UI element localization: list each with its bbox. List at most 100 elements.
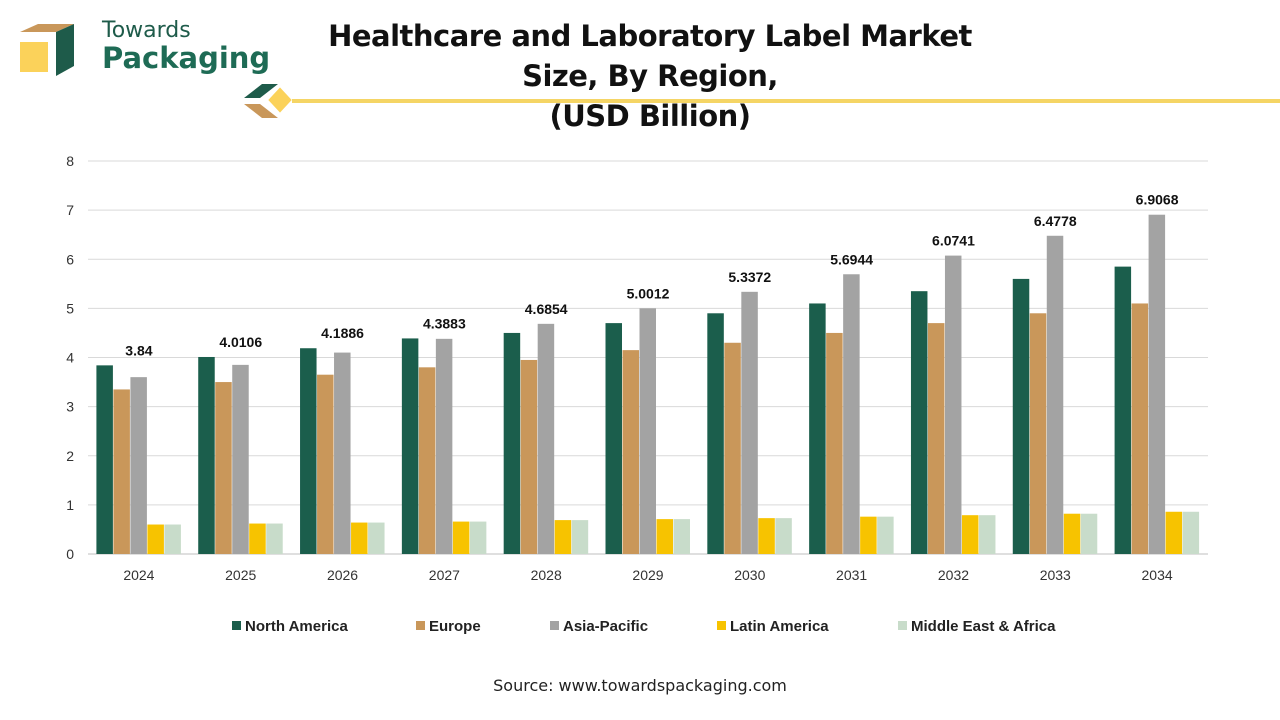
y-tick-label: 2 xyxy=(66,448,74,464)
decorative-divider xyxy=(244,84,1280,118)
bar xyxy=(435,338,453,554)
bar xyxy=(673,519,690,554)
bar xyxy=(622,350,639,554)
x-tick-label: 2024 xyxy=(123,567,154,583)
x-tick-label: 2025 xyxy=(225,567,256,583)
bar xyxy=(860,516,877,554)
bar xyxy=(1182,511,1200,554)
bar xyxy=(130,377,147,554)
source-note: Source: www.towardspackaging.com xyxy=(493,676,787,695)
x-tick-label: 2028 xyxy=(531,567,562,583)
y-tick-label: 0 xyxy=(66,546,74,562)
bar xyxy=(401,338,419,554)
bar xyxy=(215,382,232,554)
bar xyxy=(1029,313,1047,554)
chart-title-line2: (USD Billion) xyxy=(549,99,751,133)
brand-name-line2: Packaging xyxy=(102,41,271,75)
data-label: 4.0106 xyxy=(219,334,262,350)
bar xyxy=(164,524,181,554)
bar xyxy=(232,364,249,554)
bar xyxy=(452,521,470,554)
bar xyxy=(758,518,775,554)
bar xyxy=(1165,511,1183,554)
bar xyxy=(249,523,266,554)
bar xyxy=(639,308,656,554)
divider-diamond-yellow xyxy=(265,84,295,116)
bar xyxy=(266,523,283,554)
bar xyxy=(113,389,130,554)
bar xyxy=(317,374,334,554)
x-tick-label: 2029 xyxy=(632,567,663,583)
bar xyxy=(877,516,894,554)
brand-name-line1: Towards xyxy=(102,18,191,43)
divider-diamond-tan xyxy=(244,104,278,118)
x-tick-label: 2030 xyxy=(734,567,765,583)
data-label: 4.3883 xyxy=(423,315,466,331)
bar xyxy=(741,291,758,554)
legend-label: Asia-Pacific xyxy=(563,618,648,635)
data-label: 4.1886 xyxy=(321,325,364,341)
bar xyxy=(334,352,351,554)
bar xyxy=(809,303,826,554)
bar xyxy=(843,274,860,554)
data-label: 5.0012 xyxy=(627,285,670,301)
bar xyxy=(1046,235,1064,554)
divider-diamond-green xyxy=(244,84,278,98)
x-tick-label: 2026 xyxy=(327,567,358,583)
bar xyxy=(537,323,555,554)
bar xyxy=(1148,214,1166,555)
data-label: 6.9068 xyxy=(1136,192,1179,208)
chart-title: Healthcare and Laboratory Label Market S… xyxy=(300,16,1000,136)
legend-swatch xyxy=(898,621,907,630)
data-label: 4.6854 xyxy=(525,301,568,317)
bar xyxy=(826,332,843,554)
data-label: 6.0741 xyxy=(932,233,975,249)
bar xyxy=(707,313,724,554)
bar xyxy=(775,518,792,554)
bar xyxy=(198,356,215,554)
data-label: 5.6944 xyxy=(830,251,873,267)
bar xyxy=(927,323,945,554)
divider-line xyxy=(292,99,1280,103)
y-tick-label: 4 xyxy=(66,350,74,366)
logo-box-icon xyxy=(20,24,74,76)
bar xyxy=(351,522,368,554)
bar xyxy=(300,348,317,554)
bar xyxy=(1131,303,1149,554)
y-tick-label: 6 xyxy=(66,251,74,267)
bar xyxy=(724,342,741,554)
bar xyxy=(368,522,385,554)
bar xyxy=(554,520,572,554)
brand-logo: Towards Packaging xyxy=(16,20,270,82)
bar xyxy=(147,524,164,554)
data-label: 3.84 xyxy=(125,342,152,358)
bar xyxy=(571,520,589,554)
y-tick-label: 1 xyxy=(66,497,74,513)
y-tick-label: 3 xyxy=(66,399,74,415)
x-tick-label: 2031 xyxy=(836,567,867,583)
bar xyxy=(96,365,113,554)
legend-label: Latin America xyxy=(730,618,829,635)
bar xyxy=(418,367,436,554)
legend-swatch xyxy=(416,621,425,630)
bar xyxy=(961,515,979,554)
bar xyxy=(910,291,928,554)
bar-chart: 0 1 2 3 4 5 6 7 8 2024 2025 2026 2027 2028 2029 2030 203… xyxy=(66,153,1208,635)
y-tick-label: 5 xyxy=(66,300,74,316)
data-label: 6.4778 xyxy=(1034,213,1077,229)
bar xyxy=(656,519,673,554)
bar xyxy=(469,521,487,554)
y-tick-label: 8 xyxy=(66,153,74,169)
bar xyxy=(978,515,996,554)
x-tick-label: 2033 xyxy=(1040,567,1071,583)
bar xyxy=(944,255,962,554)
x-tick-label: 2032 xyxy=(938,567,969,583)
legend-label: North America xyxy=(245,618,348,635)
bar xyxy=(503,332,521,554)
legend-label: Middle East & Africa xyxy=(911,618,1056,635)
bar xyxy=(520,359,538,554)
legend-swatch xyxy=(550,621,559,630)
data-label: 5.3372 xyxy=(728,269,771,285)
legend-swatch xyxy=(232,621,241,630)
legend-swatch xyxy=(717,621,726,630)
